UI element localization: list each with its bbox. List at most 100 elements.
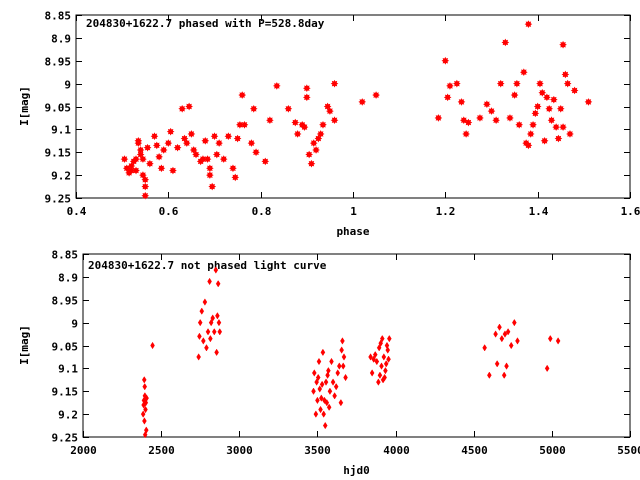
- data-point: [504, 362, 509, 370]
- data-point: [529, 120, 537, 129]
- data-point: [204, 344, 209, 352]
- data-point: [144, 394, 149, 402]
- x-tick-label: 1.4: [529, 205, 549, 218]
- data-point: [201, 337, 206, 345]
- y-tick-label: 9.25: [52, 432, 79, 445]
- data-point: [303, 93, 311, 102]
- data-point: [317, 385, 323, 393]
- data-point: [197, 332, 202, 341]
- data-point: [120, 155, 129, 163]
- data-point: [499, 334, 505, 343]
- data-point: [387, 334, 392, 343]
- data-point: [173, 143, 182, 152]
- data-point: [164, 139, 173, 147]
- y-tick-label: 8.9: [51, 33, 71, 46]
- data-point: [273, 82, 281, 90]
- data-point: [214, 348, 219, 357]
- data-point: [291, 118, 300, 127]
- data-point: [337, 362, 342, 370]
- data-point: [326, 366, 331, 375]
- y-tick-label: 8.95: [52, 295, 79, 308]
- data-point: [381, 353, 387, 361]
- data-point: [371, 355, 376, 363]
- data-point: [293, 130, 302, 138]
- data-point: [494, 360, 500, 368]
- data-point: [372, 350, 378, 359]
- data-point: [182, 139, 191, 147]
- data-point: [199, 307, 205, 315]
- data-point: [335, 369, 341, 377]
- data-point: [202, 298, 208, 306]
- data-point: [178, 104, 186, 113]
- data-point: [323, 102, 332, 111]
- data-point: [340, 337, 345, 345]
- x-tick-label: 1.6: [621, 205, 640, 218]
- data-point: [385, 346, 391, 354]
- data-point: [315, 396, 320, 405]
- data-point: [379, 362, 384, 370]
- data-point: [379, 334, 385, 343]
- data-point: [457, 98, 466, 106]
- data-point: [141, 175, 150, 184]
- data-point: [531, 109, 540, 118]
- y-tick-label: 9.15: [52, 386, 79, 399]
- data-point: [513, 79, 521, 88]
- data-point: [319, 394, 324, 402]
- data-point: [141, 182, 150, 191]
- data-point: [322, 421, 328, 430]
- data-point: [305, 150, 313, 159]
- data-point: [196, 353, 201, 361]
- data-point: [127, 166, 136, 175]
- data-point: [215, 280, 221, 288]
- data-point: [139, 155, 147, 163]
- data-point: [552, 123, 560, 131]
- data-point: [506, 114, 514, 122]
- data-point: [383, 366, 388, 375]
- data-point: [159, 146, 168, 154]
- data-point: [132, 166, 140, 175]
- data-point: [207, 277, 212, 286]
- data-point: [326, 403, 332, 411]
- y-tick-label: 9.2: [58, 409, 78, 422]
- data-point: [300, 123, 309, 131]
- data-point: [309, 139, 318, 147]
- data-point: [212, 150, 221, 159]
- data-point: [524, 141, 533, 150]
- data-point: [219, 155, 228, 163]
- data-point: [144, 426, 149, 434]
- data-point: [555, 337, 561, 345]
- x-tick-label: 3000: [226, 444, 253, 457]
- x-tick-label: 1: [350, 205, 357, 218]
- data-point: [189, 146, 198, 154]
- data-point: [386, 355, 391, 363]
- data-point: [319, 380, 325, 389]
- x-tick-label: 0.8: [252, 205, 272, 218]
- data-point: [508, 341, 514, 350]
- data-point: [143, 399, 149, 407]
- data-point: [208, 182, 217, 191]
- data-point: [316, 357, 322, 366]
- data-point: [540, 136, 549, 145]
- data-point: [368, 353, 373, 361]
- data-point: [434, 114, 443, 122]
- x-tick-label: 4000: [383, 444, 410, 457]
- data-point: [252, 148, 260, 157]
- data-point: [376, 378, 381, 386]
- data-point: [140, 410, 146, 418]
- data-point: [487, 107, 496, 115]
- chart-title: 204830+1622.7 not phased light curve: [88, 259, 327, 272]
- data-point: [146, 159, 154, 168]
- data-point: [377, 371, 383, 379]
- data-point: [383, 360, 389, 368]
- y-axis-label: I[mag]: [18, 86, 31, 126]
- y-tick-label: 9: [71, 318, 78, 331]
- data-point: [229, 164, 237, 173]
- data-point: [543, 93, 551, 102]
- data-point: [329, 357, 334, 366]
- data-point: [206, 171, 214, 179]
- data-point: [538, 88, 547, 97]
- x-tick-label: 2500: [148, 444, 175, 457]
- data-point: [213, 266, 219, 274]
- data-point: [550, 95, 558, 104]
